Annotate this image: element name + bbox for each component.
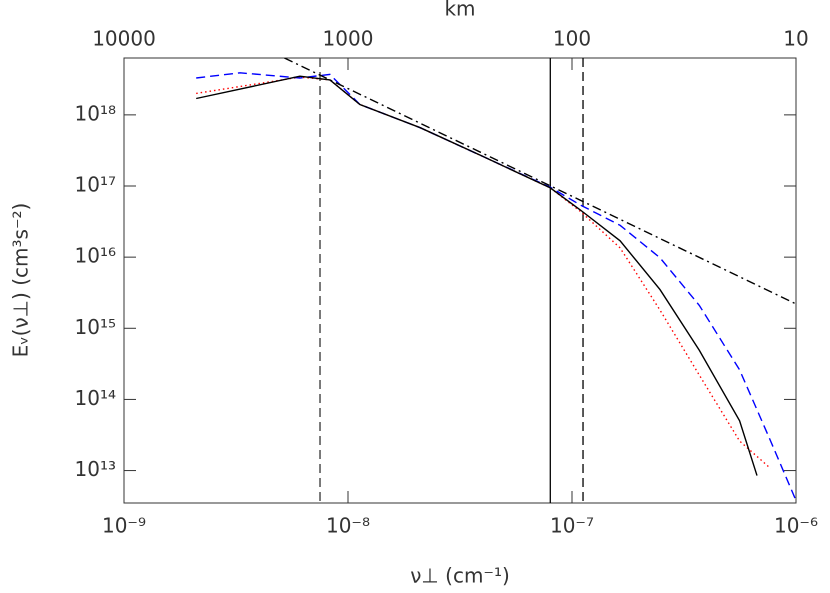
x2-axis-label: km (444, 0, 475, 21)
x2-tick-label: 10000 (92, 27, 156, 51)
x-tick-label: 10⁻⁸ (326, 514, 370, 538)
y-tick-label: 10¹⁶ (75, 244, 116, 268)
y-tick-label: 10¹⁵ (75, 315, 116, 339)
series-line (196, 75, 758, 476)
x-axis-label: ν⊥ (cm⁻¹) (410, 564, 510, 588)
x-tick-label: 10⁻⁶ (774, 514, 818, 538)
series-line (196, 72, 796, 501)
x2-tick-label: 1000 (323, 27, 374, 51)
y-tick-label: 10¹⁸ (75, 101, 116, 125)
y-tick-label: 10¹⁴ (75, 386, 116, 410)
y-tick-label: 10¹⁷ (75, 173, 116, 197)
x-tick-label: 10⁻⁹ (102, 514, 146, 538)
x2-tick-label: 100 (553, 27, 591, 51)
x2-tick-label: 10 (783, 27, 808, 51)
plot-frame (123, 57, 797, 504)
series-line (284, 58, 796, 305)
series-line (196, 76, 772, 470)
x-tick-label: 10⁻⁷ (550, 514, 594, 538)
y-tick-label: 10¹³ (75, 457, 116, 481)
y-axis-label: Eᵥ(ν⊥) (cm³s⁻²) (9, 203, 33, 358)
